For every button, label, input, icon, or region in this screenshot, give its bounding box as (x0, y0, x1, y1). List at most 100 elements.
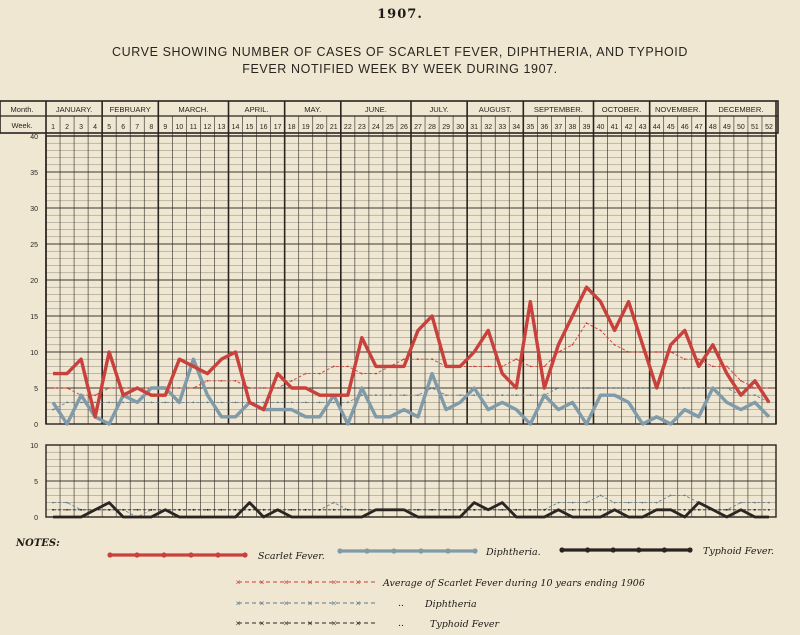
typhoid-average-series-point (192, 508, 195, 511)
week-number: 49 (723, 124, 731, 131)
legend-diphtheria-marker (337, 548, 343, 554)
scarlet-average-series-point (108, 387, 111, 389)
legend-avg-diphtheria-marker: × (259, 600, 265, 608)
diphtheria-average-series-point (754, 394, 756, 397)
scarlet-average-series-point (417, 358, 419, 361)
diphtheria-average-series-point (318, 401, 321, 404)
diphtheria-average-series-point (403, 394, 405, 397)
typhoid-average-series-point (445, 508, 447, 511)
typhoid-average-series-point (178, 508, 181, 511)
lower-ytick-label: 5 (34, 479, 38, 486)
legend-diphtheria-marker (364, 548, 370, 554)
week-number: 28 (428, 124, 436, 131)
week-row-label: Week. (11, 121, 32, 130)
scarlet-average-series-point (585, 322, 588, 325)
typhoid-average-series-point (346, 508, 349, 511)
typhoid-average-series-point (529, 508, 532, 511)
legend-avg-scarlet-marker: × (235, 579, 241, 587)
legend-scarlet-marker (242, 552, 248, 558)
upper-ytick-label: 20 (30, 278, 38, 285)
lower-diphtheria-average-series-point (613, 501, 616, 504)
week-number: 30 (456, 124, 464, 131)
typhoid-average-series-point (571, 508, 574, 511)
month-label: JANUARY. (56, 105, 92, 114)
lower-ytick-label: 0 (34, 515, 38, 522)
diphtheria-average-series-point (417, 394, 419, 397)
year-heading: 1907. (377, 7, 423, 22)
diphtheria-average-series-point (585, 387, 588, 389)
diphtheria-average-series-point (346, 401, 349, 404)
legend-label-scarlet: Scarlet Fever. (258, 551, 325, 562)
diphtheria-average-series-point (375, 394, 377, 397)
note-ditto-diphtheria: .. (398, 598, 405, 609)
week-number: 50 (737, 124, 745, 131)
lower-diphtheria-average-series-point (52, 501, 54, 504)
note-avg-typhoid: Typhoid Fever (430, 619, 499, 630)
week-number: 52 (765, 124, 773, 131)
scarlet-average-series-point (318, 372, 321, 375)
scarlet-average-series-point (515, 358, 518, 361)
week-number: 48 (709, 124, 717, 131)
legend-avg-scarlet-marker: × (355, 579, 361, 587)
typhoid-average-series-point (585, 508, 588, 511)
legend-avg-typhoid-marker: × (331, 620, 337, 628)
typhoid-average-series-point (473, 508, 476, 511)
week-number: 39 (583, 124, 591, 131)
typhoid-average-series-point (754, 508, 756, 511)
week-number: 42 (625, 124, 633, 131)
week-number: 40 (597, 124, 605, 131)
diphtheria-average-series-line (52, 387, 770, 410)
legend-scarlet-marker (134, 552, 140, 558)
lower-diphtheria-average-series-point (669, 494, 672, 497)
upper-ytick-label: 40 (30, 134, 38, 141)
week-number: 45 (667, 124, 675, 131)
legend-avg-typhoid-marker: × (235, 620, 241, 628)
month-label: NOVEMBER. (655, 105, 701, 114)
legend-scarlet-marker (161, 552, 167, 558)
diphtheria-average-series-point (599, 387, 602, 389)
upper-ytick-label: 0 (34, 422, 38, 429)
upper-ytick-label: 25 (30, 242, 38, 249)
week-number: 38 (569, 124, 577, 131)
typhoid-average-series-point (248, 508, 251, 511)
diphtheria-average-series-point (304, 401, 307, 404)
typhoid-average-series-point (332, 508, 335, 511)
lower-diphtheria-average-series-point (627, 501, 630, 504)
lower-diphtheria-average-series-point (66, 501, 68, 504)
diphtheria-average-series-point (52, 408, 54, 411)
header-frame (0, 100, 779, 134)
scarlet-average-series-point (52, 387, 54, 389)
lower-ytick-label: 10 (30, 443, 38, 450)
diphtheria-average-series-point (529, 394, 532, 397)
scarlet-average-series-point (234, 379, 237, 382)
typhoid-average-series-point (459, 508, 462, 511)
legend-avg-scarlet-marker: × (283, 579, 289, 587)
scarlet-average-series-point (262, 387, 265, 389)
scarlet-fever-series-line (53, 285, 771, 419)
typhoid-average-series-point (431, 508, 433, 511)
scarlet-average-series-point (332, 365, 335, 368)
legend-avg-typhoid-marker: × (307, 620, 313, 628)
typhoid-average-series-point (290, 508, 293, 511)
week-number: 35 (526, 124, 534, 131)
week-number: 43 (639, 124, 647, 131)
lower-diphtheria-average-series-point (571, 501, 574, 504)
typhoid-average-series-point (641, 508, 644, 511)
week-number: 17 (274, 124, 282, 131)
scarlet-average-series-point (403, 358, 405, 361)
scarlet-average-series-point (192, 387, 195, 389)
scarlet-average-series-point (290, 379, 293, 382)
week-number: 33 (498, 124, 506, 131)
week-number: 34 (512, 124, 520, 131)
diphtheria-average-series-point (332, 401, 335, 404)
week-number: 12 (204, 124, 212, 131)
chart-title-line-1: CURVE SHOWING NUMBER OF CASES OF SCARLET… (111, 45, 689, 59)
week-number: 20 (316, 124, 324, 131)
week-number: 24 (372, 124, 380, 131)
chart-title: CURVE SHOWING NUMBER OF CASES OF SCARLET… (0, 44, 800, 78)
week-number: 10 (175, 124, 183, 131)
note-avg-diphtheria: Diphtheria (425, 599, 477, 610)
scarlet-average-series-point (304, 372, 307, 375)
typhoid-average-series-point (262, 508, 265, 511)
diphtheria-average-series-point (389, 394, 391, 397)
